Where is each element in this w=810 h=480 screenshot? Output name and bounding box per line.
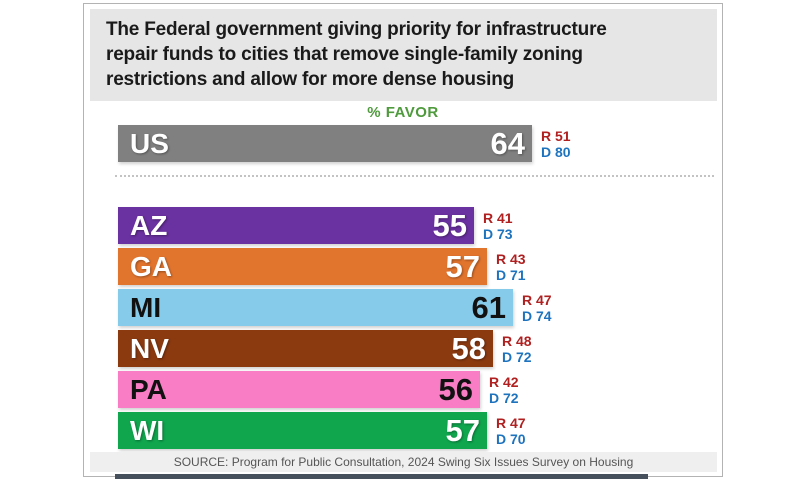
democrat-value-mi: D 74 (522, 307, 552, 324)
state-label-az: AZ (130, 210, 168, 241)
bar-row-az: AZ 55 R 41 D 73 (118, 207, 722, 244)
favor-bar-wi: WI 57 (118, 412, 487, 449)
favor-bar-ga: GA 57 (118, 248, 487, 285)
bottom-edge-strip (115, 474, 648, 479)
national-bar-group: US 64 R 51 D 80 (118, 125, 722, 166)
bar-row-wi: WI 57 R 47 D 70 (118, 412, 722, 449)
favor-axis-label: % FAVOR (367, 104, 439, 121)
state-label-pa: PA (130, 374, 167, 405)
chart-panel: The Federal government giving priority f… (83, 3, 723, 477)
state-label-mi: MI (130, 292, 162, 323)
favor-bar-mi: MI 61 (118, 289, 513, 326)
bar-row-mi: MI 61 R 47 D 74 (118, 289, 722, 326)
democrat-value-az: D 73 (483, 225, 513, 242)
source-bar: SOURCE: Program for Public Consultation,… (90, 452, 717, 472)
chart-title: The Federal government giving priority f… (90, 9, 717, 101)
state-bars-group: AZ 55 R 41 D 73 GA 57 R 43 D 71 MI 61 R 47 D 74 NV 58… (118, 207, 722, 453)
party-values-mi: R 47 D 74 (522, 289, 552, 326)
bar-row-us: US 64 R 51 D 80 (118, 125, 722, 162)
party-values-ga: R 43 D 71 (496, 248, 526, 285)
favor-bar-us: US 64 (118, 125, 532, 162)
republican-value-us: R 51 (541, 127, 571, 144)
party-values-pa: R 42 D 72 (489, 371, 519, 408)
chart-title-line-3: restrictions and allow for more dense ho… (106, 69, 515, 90)
republican-value-az: R 41 (483, 209, 513, 226)
favor-value-mi: 61 (471, 290, 506, 325)
bar-row-nv: NV 58 R 48 D 72 (118, 330, 722, 367)
favor-value-ga: 57 (445, 249, 480, 284)
republican-value-wi: R 47 (496, 414, 526, 431)
favor-value-us: 64 (490, 126, 525, 161)
favor-bar-az: AZ 55 (118, 207, 474, 244)
republican-value-ga: R 43 (496, 250, 526, 267)
favor-value-wi: 57 (445, 413, 480, 448)
republican-value-nv: R 48 (502, 332, 532, 349)
national-state-divider (115, 175, 714, 177)
democrat-value-us: D 80 (541, 143, 571, 160)
state-label-nv: NV (130, 333, 169, 364)
state-label-ga: GA (130, 251, 172, 282)
democrat-value-pa: D 72 (489, 389, 519, 406)
favor-bar-pa: PA 56 (118, 371, 480, 408)
party-values-wi: R 47 D 70 (496, 412, 526, 449)
bar-row-pa: PA 56 R 42 D 72 (118, 371, 722, 408)
favor-bar-nv: NV 58 (118, 330, 493, 367)
chart-title-line-2: repair funds to cities that remove singl… (106, 44, 583, 65)
chart-title-line-1: The Federal government giving priority f… (106, 19, 607, 40)
party-values-nv: R 48 D 72 (502, 330, 532, 367)
republican-value-pa: R 42 (489, 373, 519, 390)
state-label-wi: WI (130, 415, 165, 446)
party-values-us: R 51 D 80 (541, 125, 571, 162)
republican-value-mi: R 47 (522, 291, 552, 308)
source-text: SOURCE: Program for Public Consultation,… (173, 455, 634, 469)
state-label-us: US (130, 128, 169, 159)
democrat-value-ga: D 71 (496, 266, 526, 283)
democrat-value-nv: D 72 (502, 348, 532, 365)
favor-value-az: 55 (432, 208, 467, 243)
bar-row-ga: GA 57 R 43 D 71 (118, 248, 722, 285)
favor-value-nv: 58 (451, 331, 486, 366)
party-values-az: R 41 D 73 (483, 207, 513, 244)
democrat-value-wi: D 70 (496, 430, 526, 447)
favor-value-pa: 56 (438, 372, 473, 407)
